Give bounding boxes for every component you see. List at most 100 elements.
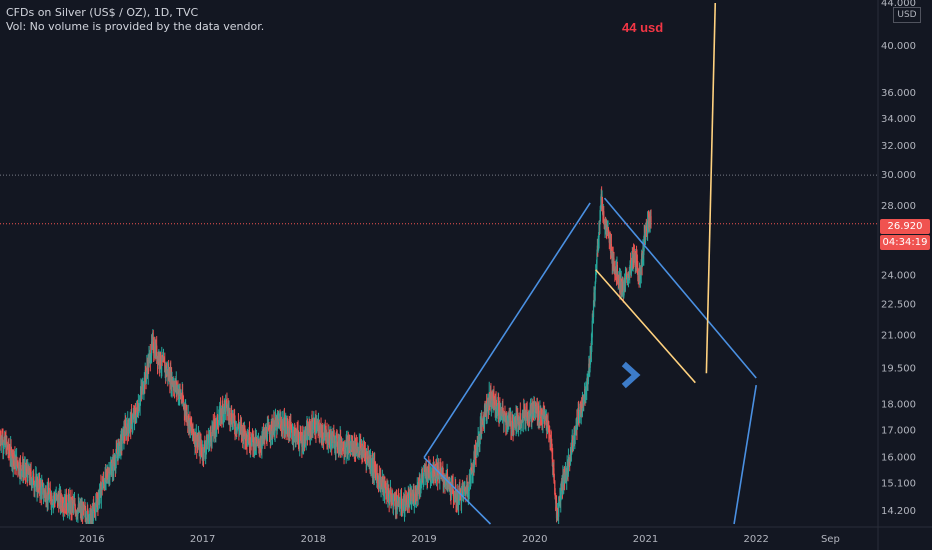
candle-body — [444, 480, 446, 484]
candle-body — [109, 467, 111, 475]
y-tick-label: 19.500 — [881, 364, 916, 375]
candle-body — [624, 277, 627, 282]
countdown-tag: 04:34:19 — [880, 235, 930, 250]
candle-body — [592, 316, 594, 321]
candle-body — [574, 427, 576, 435]
candle-body — [587, 376, 590, 382]
candle-body — [413, 493, 415, 504]
candle-body — [49, 489, 51, 494]
candle-body — [512, 420, 514, 430]
chart-legend: CFDs on Silver (US$ / OZ), 1D, TVC Vol: … — [6, 6, 264, 34]
candle-body — [452, 490, 455, 498]
candle-body — [630, 263, 633, 274]
currency-label[interactable]: USD — [893, 7, 921, 23]
candle-body — [168, 371, 171, 383]
target-annotation[interactable]: 44 usd — [622, 20, 664, 35]
candle-body — [592, 300, 595, 318]
candle-body — [386, 488, 388, 498]
candle-body — [599, 206, 601, 222]
candle-body — [283, 417, 286, 434]
candle-body — [156, 345, 158, 359]
candle-body — [115, 449, 117, 459]
candle-body — [374, 467, 377, 472]
candle-body — [616, 265, 618, 280]
candle-body — [347, 440, 349, 455]
candle-body — [333, 435, 335, 448]
candle-body — [563, 480, 565, 485]
candle-body — [323, 434, 325, 440]
target-projection-line — [705, 2, 717, 374]
candle-body — [454, 487, 456, 500]
candles — [0, 186, 652, 524]
candle-body — [14, 458, 16, 467]
candle-body — [109, 474, 111, 480]
candle-body — [486, 410, 488, 414]
candle-body — [446, 474, 449, 482]
candle-body — [406, 496, 408, 500]
y-tick-label: 44.000 — [881, 0, 916, 9]
symbol-title[interactable]: CFDs on Silver (US$ / OZ), 1D, TVC — [6, 6, 199, 19]
candle-body — [86, 508, 88, 521]
candle-body — [337, 446, 339, 448]
candle-body — [594, 281, 596, 290]
candle-body — [336, 434, 338, 447]
candle-body — [517, 415, 519, 427]
y-tick-label: 24.000 — [881, 270, 916, 281]
candle-body — [279, 418, 281, 429]
candle-body — [68, 500, 71, 511]
candle-body — [206, 441, 208, 449]
candle-body — [650, 216, 652, 223]
candle-body — [421, 475, 423, 478]
candle-body — [319, 431, 321, 437]
candle-body — [41, 485, 43, 495]
candle-body — [491, 393, 493, 402]
candle-body — [200, 448, 202, 450]
chevron-right-icon — [621, 361, 641, 389]
y-tick-label: 21.000 — [881, 330, 916, 341]
y-tick-label: 18.000 — [881, 400, 916, 411]
candle-body — [622, 281, 624, 292]
candle-body — [400, 499, 402, 506]
candle-body — [216, 415, 219, 425]
candle-body — [314, 420, 316, 433]
candle-body — [38, 478, 41, 490]
candle-body — [490, 390, 492, 406]
candle-body — [251, 438, 253, 446]
candle-body — [376, 473, 378, 482]
y-tick-label: 15.100 — [881, 479, 916, 490]
candle-body — [242, 428, 245, 441]
candle-body — [432, 462, 435, 477]
candle-body — [121, 439, 123, 444]
candle-body — [472, 471, 474, 473]
candle-body — [192, 424, 194, 433]
y-tick-label: 28.000 — [881, 201, 916, 212]
candle-body — [437, 465, 439, 480]
decline-trend-line — [595, 269, 696, 384]
candle-body — [111, 462, 114, 471]
y-tick-label: 16.000 — [881, 453, 916, 464]
candle-body — [554, 480, 556, 495]
candle-body — [516, 415, 518, 425]
candle-body — [558, 502, 560, 517]
candle-body — [273, 420, 275, 435]
candle-body — [163, 358, 165, 362]
channel-lower-left-line — [423, 456, 492, 525]
candle-body — [640, 265, 642, 275]
y-tick-label: 36.000 — [881, 88, 916, 99]
candle-body — [266, 427, 268, 442]
candle-body — [179, 388, 181, 392]
candle-body — [542, 415, 544, 422]
candle-body — [566, 466, 568, 476]
y-tick-label: 32.000 — [881, 141, 916, 152]
candle-body — [392, 499, 395, 507]
candle-body — [251, 432, 254, 438]
candle-body — [445, 478, 447, 486]
candle-body — [246, 439, 248, 444]
y-tick-label: 30.000 — [881, 170, 916, 181]
candle-body — [520, 425, 522, 427]
candle-body — [65, 494, 68, 508]
